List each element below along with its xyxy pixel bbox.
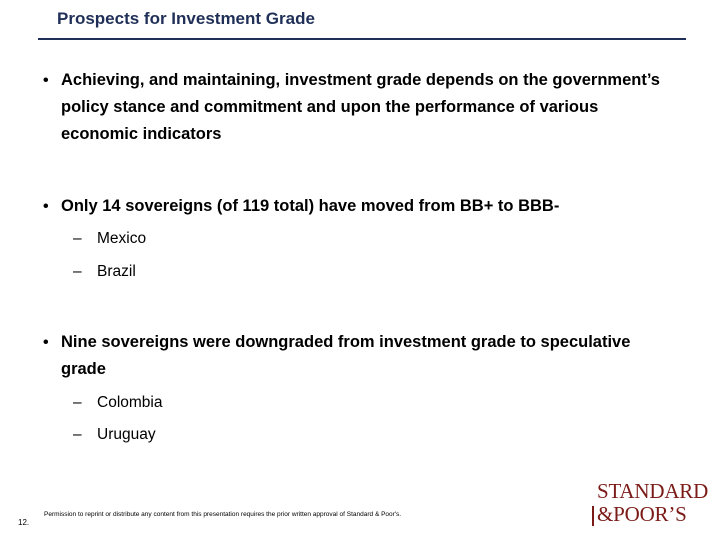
sub-bullet-text: Mexico bbox=[97, 230, 147, 247]
bullet-item: • Achieving, and maintaining, investment… bbox=[43, 67, 673, 148]
copyright-notice: Permission to reprint or distribute any … bbox=[44, 511, 402, 518]
sub-bullet-marker: – bbox=[73, 394, 82, 411]
standard-poors-logo: STANDARD &POOR’S bbox=[592, 479, 709, 527]
title-divider bbox=[38, 38, 686, 40]
sub-bullet-item: – Uruguay bbox=[73, 426, 156, 444]
sub-bullet-marker: – bbox=[73, 230, 82, 247]
bullet-marker: • bbox=[43, 72, 49, 89]
page-number: 12. bbox=[18, 518, 30, 527]
bullet-text: Nine sovereigns were downgraded from inv… bbox=[61, 333, 631, 378]
sub-bullet-marker: – bbox=[73, 263, 82, 280]
logo-line-2: &POOR’S bbox=[597, 502, 687, 526]
bullet-item: • Nine sovereigns were downgraded from i… bbox=[43, 329, 673, 383]
sub-bullet-item: – Mexico bbox=[73, 230, 146, 248]
sub-bullet-text: Uruguay bbox=[97, 426, 156, 443]
bullet-text: Achieving, and maintaining, investment g… bbox=[61, 71, 660, 143]
sub-bullet-item: – Brazil bbox=[73, 263, 136, 281]
sub-bullet-text: Brazil bbox=[97, 263, 136, 280]
logo-line-1: STANDARD bbox=[597, 479, 709, 503]
sub-bullet-text: Colombia bbox=[97, 394, 163, 411]
bullet-marker: • bbox=[43, 334, 49, 351]
bullet-text: Only 14 sovereigns (of 119 total) have m… bbox=[61, 197, 560, 215]
bullet-marker: • bbox=[43, 198, 49, 215]
sub-bullet-item: – Colombia bbox=[73, 394, 162, 412]
logo-bar bbox=[592, 506, 594, 526]
bullet-item: • Only 14 sovereigns (of 119 total) have… bbox=[43, 193, 693, 220]
sub-bullet-marker: – bbox=[73, 426, 82, 443]
slide-title: Prospects for Investment Grade bbox=[57, 9, 315, 28]
